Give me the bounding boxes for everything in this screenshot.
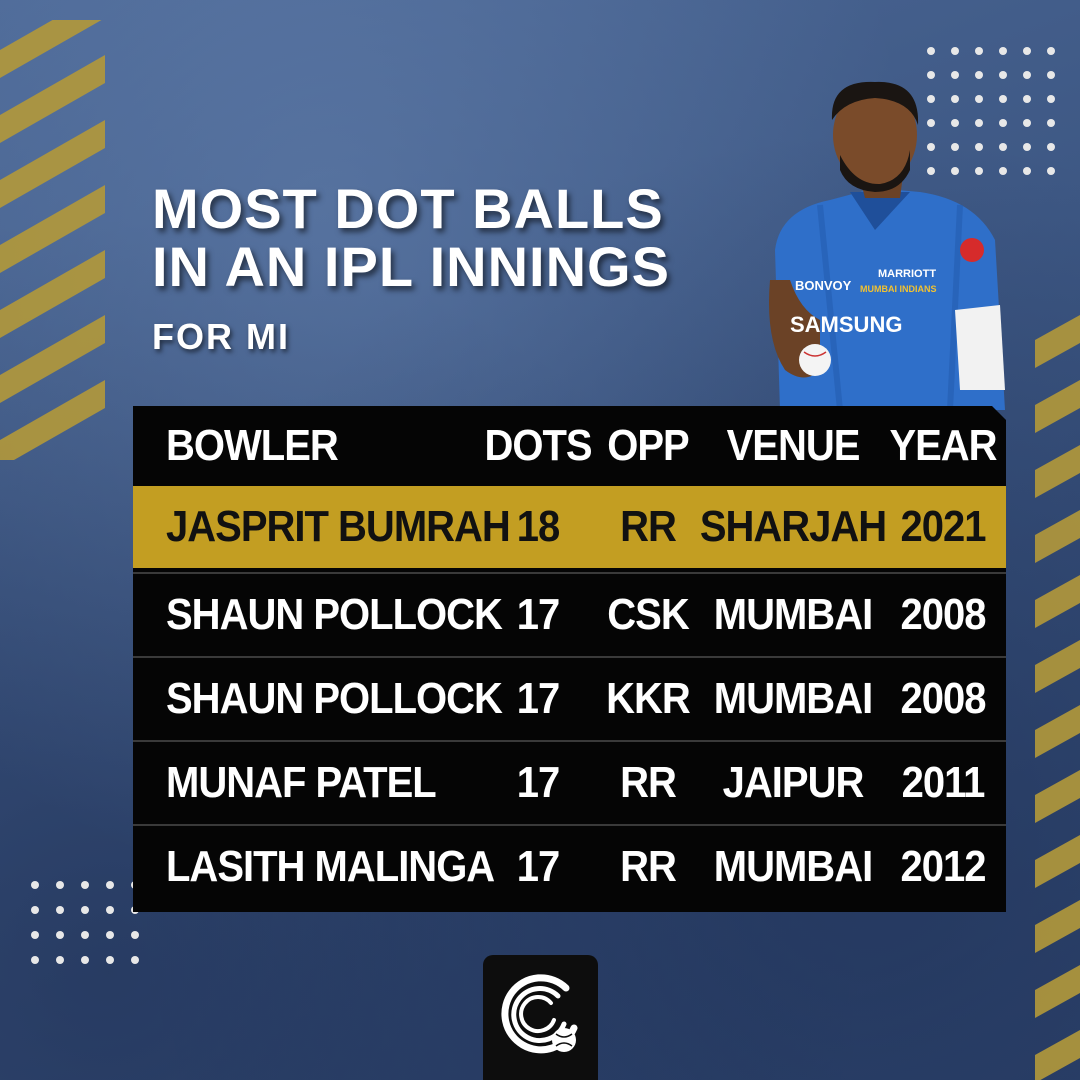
cell-venue: JAIPUR xyxy=(722,758,864,807)
jersey-team-badge: MUMBAI INDIANS xyxy=(860,284,937,294)
jersey-sponsor: SAMSUNG xyxy=(790,312,902,337)
page-subtitle: FOR MI xyxy=(152,316,290,357)
cell-venue: MUMBAI xyxy=(713,842,873,891)
cell-bowler: LASITH MALINGA xyxy=(166,842,495,891)
cell-bowler: SHAUN POLLOCK xyxy=(166,590,502,639)
cell-bowler: SHAUN POLLOCK xyxy=(166,674,502,723)
table-row: SHAUN POLLOCK 17 CSK MUMBAI 2008 xyxy=(133,572,1006,656)
header-venue: VENUE xyxy=(726,421,860,470)
brand-logo xyxy=(483,955,598,1080)
decor-stripes-left xyxy=(0,20,105,460)
svg-text:MARRIOTT: MARRIOTT xyxy=(878,268,936,280)
cell-opp: RR xyxy=(620,502,676,551)
cell-year: 2021 xyxy=(900,502,986,551)
table-row: MUNAF PATEL 17 RR JAIPUR 2011 xyxy=(133,740,1006,824)
cell-bowler: MUNAF PATEL xyxy=(166,758,436,807)
cell-venue: SHARJAH xyxy=(699,502,887,551)
cell-opp: RR xyxy=(620,758,676,807)
table-row: SHAUN POLLOCK 17 KKR MUMBAI 2008 xyxy=(133,656,1006,740)
page-title: MOST DOT BALLS IN AN IPL INNINGS xyxy=(152,180,670,296)
cell-venue: MUMBAI xyxy=(713,590,873,639)
player-image: MARRIOTT BONVOY MUMBAI INDIANS SAMSUNG xyxy=(769,81,1005,410)
cell-year: 2011 xyxy=(901,758,985,807)
cell-opp: RR xyxy=(620,842,676,891)
title-line-1: MOST DOT BALLS xyxy=(152,177,664,240)
cell-opp: KKR xyxy=(606,674,690,723)
decor-dots-bottom-left xyxy=(31,881,139,964)
cell-dots: 18 xyxy=(516,502,560,551)
cell-opp: CSK xyxy=(607,590,689,639)
header-year: YEAR xyxy=(889,421,997,470)
cell-year: 2008 xyxy=(900,590,986,639)
cell-dots: 17 xyxy=(516,674,560,723)
header-dots: DOTS xyxy=(484,421,592,470)
stats-table: BOWLER DOTS OPP VENUE YEAR JASPRIT BUMRA… xyxy=(133,406,1006,912)
cell-year: 2012 xyxy=(900,842,986,891)
cricket-ball-swirl-icon xyxy=(501,974,578,1054)
jersey-brand: BONVOY xyxy=(795,278,852,293)
cell-venue: MUMBAI xyxy=(713,674,873,723)
decor-stripes-right xyxy=(1035,315,1080,1080)
cell-bowler: JASPRIT BUMRAH xyxy=(166,502,510,551)
header-bowler: BOWLER xyxy=(166,421,338,470)
title-line-2: IN AN IPL INNINGS xyxy=(152,235,670,298)
decor-dots-top-right xyxy=(927,47,1055,175)
cell-dots: 17 xyxy=(516,758,560,807)
table-row: JASPRIT BUMRAH 18 RR SHARJAH 2021 xyxy=(133,486,1006,568)
table-row: LASITH MALINGA 17 RR MUMBAI 2012 xyxy=(133,824,1006,908)
cell-year: 2008 xyxy=(900,674,986,723)
cell-dots: 17 xyxy=(516,842,560,891)
cell-dots: 17 xyxy=(516,590,560,639)
header-opp: OPP xyxy=(607,421,689,470)
table-header-row: BOWLER DOTS OPP VENUE YEAR xyxy=(133,406,1006,486)
